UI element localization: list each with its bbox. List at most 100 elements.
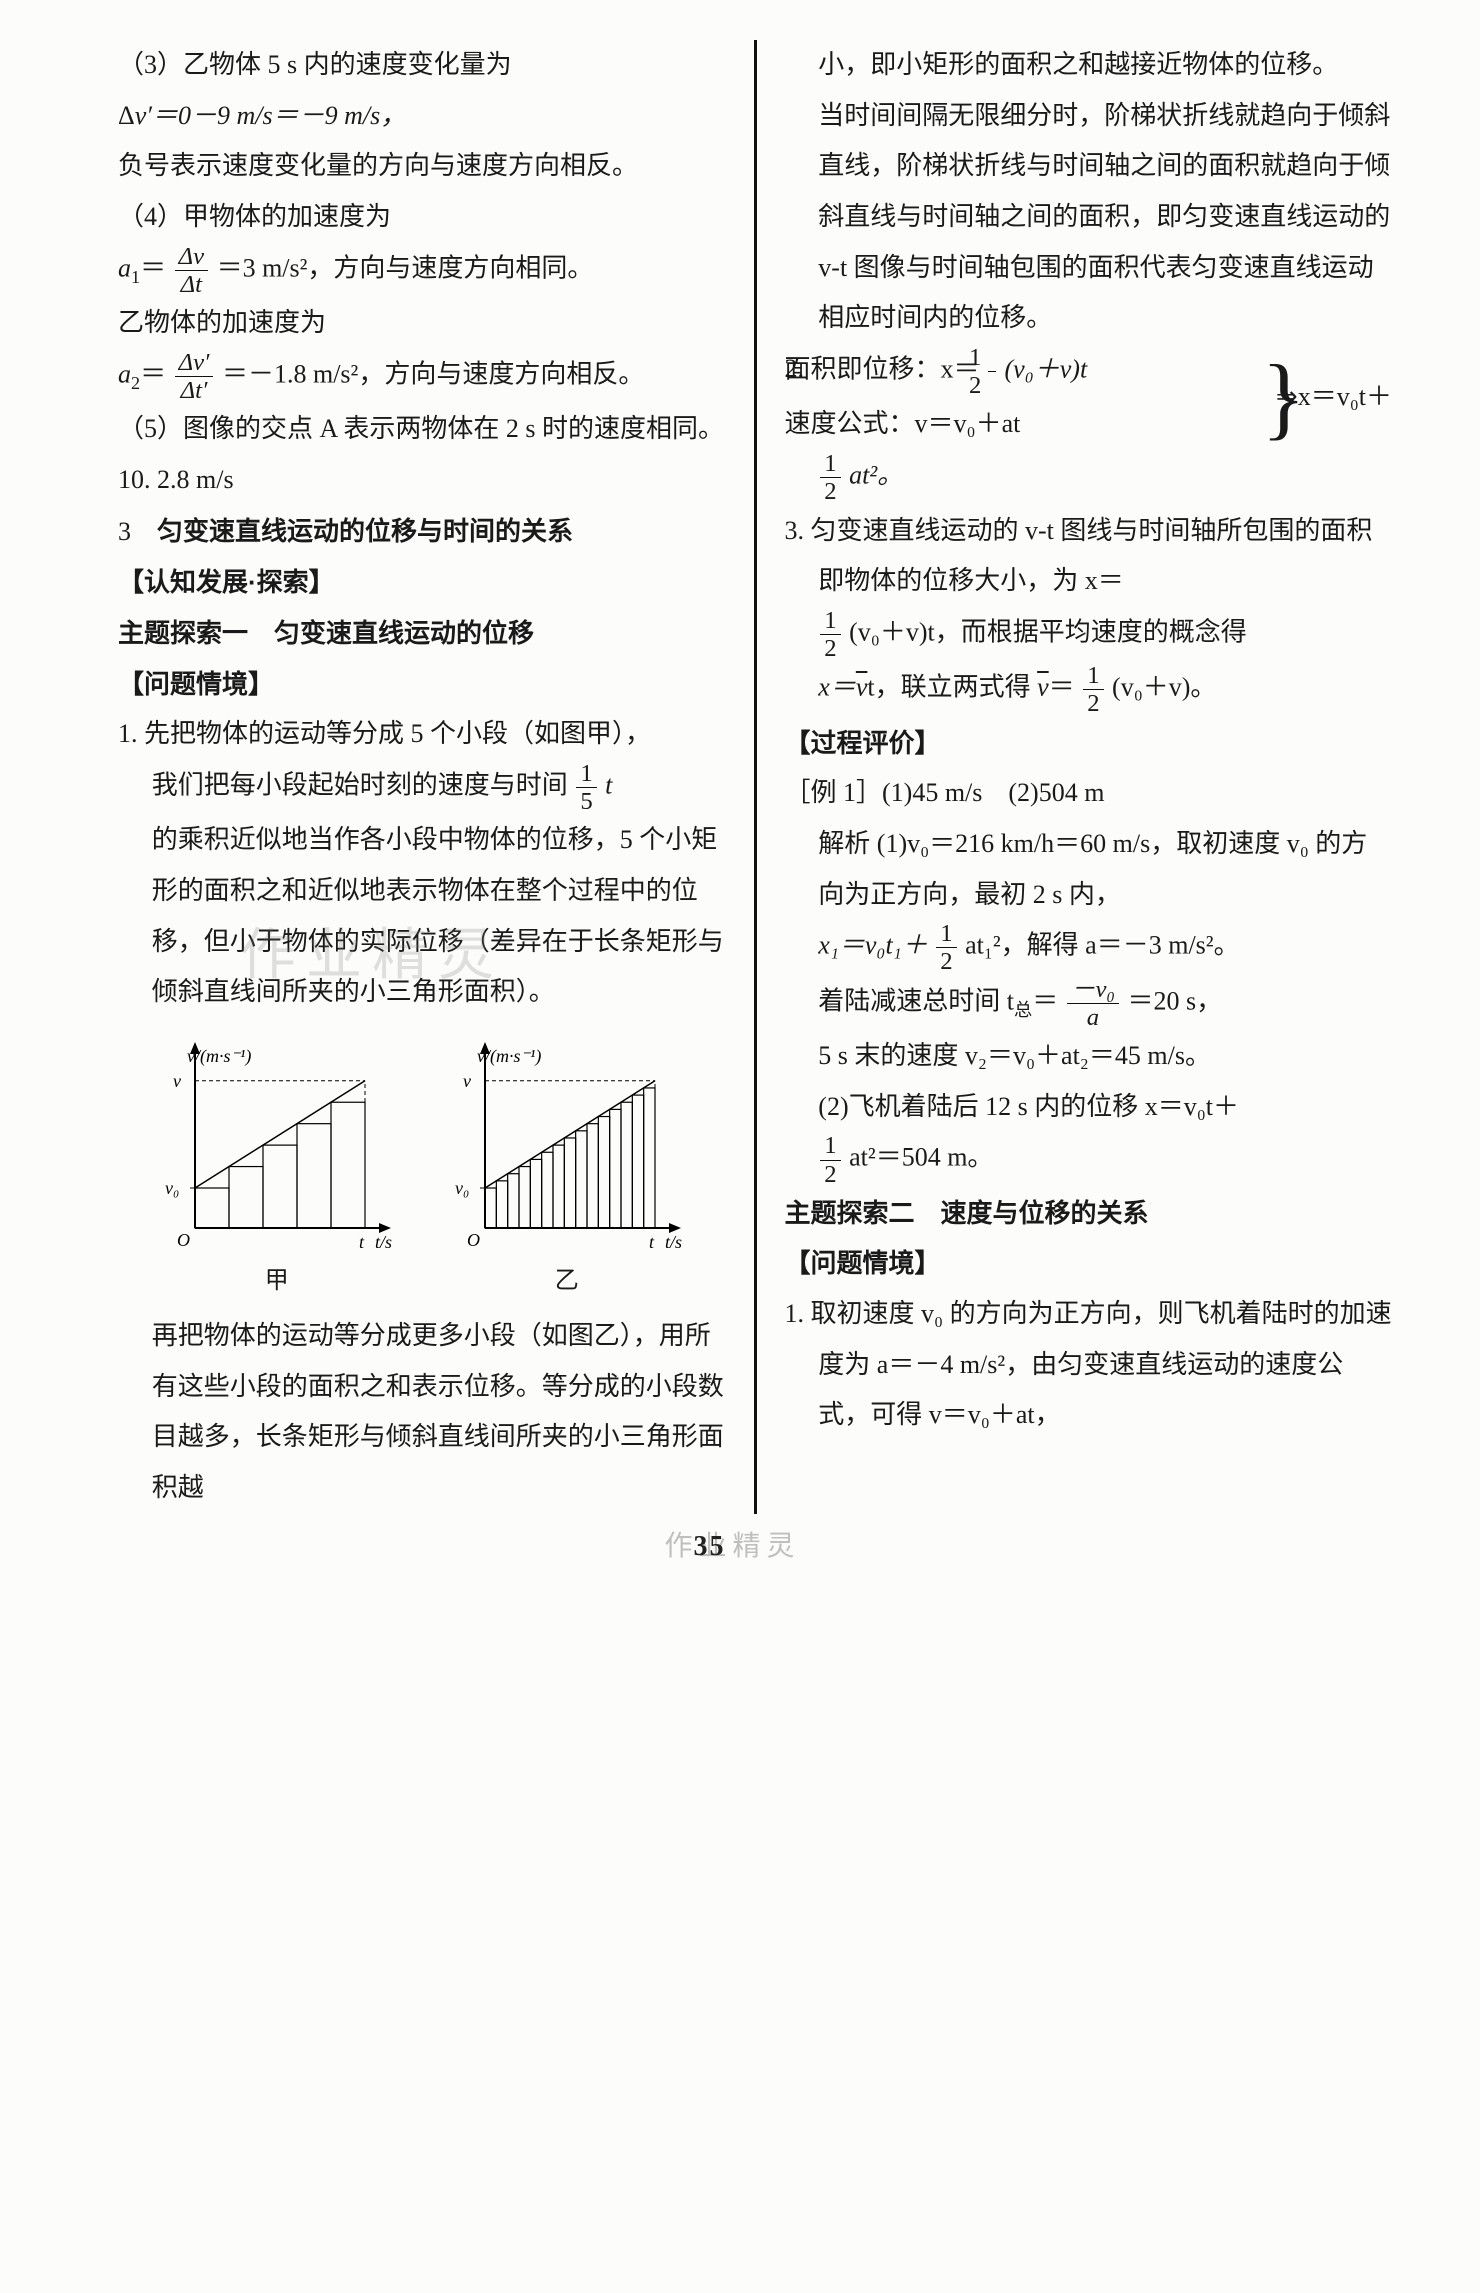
fraction: －v₀a <box>1067 976 1119 1031</box>
numerator: 1 <box>820 450 840 478</box>
eq: ＝ <box>140 359 166 388</box>
denominator: 2 <box>1083 690 1103 717</box>
svg-text:t: t <box>649 1232 655 1252</box>
numerator: 1 <box>576 760 596 788</box>
text: at₁²，解得 a＝－3 m/s²。 <box>965 931 1240 960</box>
answer-line: 10. 2.8 m/s <box>118 455 726 506</box>
var: a <box>118 253 131 282</box>
brace-line: 面积即位移：x＝ 12 (v₀＋v)t <box>818 344 1293 399</box>
svg-text:v₀: v₀ <box>455 1178 469 1198</box>
denominator: a <box>1067 1004 1119 1031</box>
example-answer: ［例 1］(1)45 m/s (2)504 m <box>785 768 1393 819</box>
para: 再把物体的运动等分成更多小段（如图乙），用所有这些小段的面积之和表示位移。等分成… <box>118 1311 726 1514</box>
brace-block: 2. 面积即位移：x＝ 12 (v₀＋v)t 速度公式：v＝v₀＋at } ⇒x… <box>785 344 1393 450</box>
equation: a2＝ Δv′Δt′ ＝－1.8 m/s²，方向与速度方向相反。 <box>118 349 726 404</box>
tail: ＝－1.8 m/s²，方向与速度方向相反。 <box>222 359 644 388</box>
text: (v₀＋v)t，而根据平均速度的概念得 <box>849 618 1247 647</box>
equation: 12 at²＝504 m。 <box>785 1132 1393 1187</box>
equation: 12 (v₀＋v)t，而根据平均速度的概念得 <box>785 607 1393 662</box>
para: 我们把每小段起始时刻的速度与时间 15 t <box>118 760 726 815</box>
tail: ＝3 m/s²，方向与速度方向相同。 <box>217 253 594 282</box>
subheading: 【认知发展·探索】 <box>118 557 726 608</box>
para: 解析 (1)v₀＝216 km/h＝60 m/s，取初速度 v₀ 的方向为正方向… <box>785 819 1393 920</box>
topic-heading: 主题探索一 匀变速直线运动的位移 <box>118 608 726 659</box>
para: 1. 先把物体的运动等分成 5 个小段（如图甲）， <box>118 709 726 760</box>
brace-left-content: 面积即位移：x＝ 12 (v₀＋v)t 速度公式：v＝v₀＋at <box>818 344 1293 450</box>
page-number: 35 <box>694 1531 726 1562</box>
numerator: 1 <box>820 607 840 635</box>
text: (v₀＋v)t <box>1005 355 1088 384</box>
para: 当时间间隔无限细分时，阶梯状折线就趋向于倾斜直线，阶梯状折线与时间轴之间的面积就… <box>785 91 1393 344</box>
fraction: 12 <box>820 607 840 662</box>
numerator: 1 <box>820 1132 840 1160</box>
watermark: 作业精灵 <box>664 1531 800 1562</box>
topic-heading: 主题探索二 速度与位移的关系 <box>785 1188 1393 1239</box>
subscript: 总 <box>1014 999 1032 1019</box>
numerator: Δv <box>175 243 208 271</box>
subheading: 【过程评价】 <box>785 718 1393 769</box>
numerator: 1 <box>936 920 956 948</box>
equation: 12 at²。 <box>785 450 1393 505</box>
fraction: 12 <box>988 344 996 399</box>
right-column: 小，即小矩形的面积之和越接近物体的位移。 当时间间隔无限细分时，阶梯状折线就趋向… <box>757 40 1421 1514</box>
svg-text:v/(m·s⁻¹): v/(m·s⁻¹) <box>187 1046 251 1067</box>
page-footer: 作业精灵 35 <box>90 1524 1420 1564</box>
numerator: Δv′ <box>175 349 214 377</box>
chart-caption: 甲 <box>147 1258 407 1305</box>
eq-text: v′＝0－9 m/s＝－9 m/s， <box>135 101 406 130</box>
chart-caption: 乙 <box>437 1258 697 1305</box>
vbar: v <box>1037 673 1049 702</box>
svg-text:t/s: t/s <box>375 1232 392 1252</box>
equation: 着陆减速总时间 t总＝ －v₀a ＝20 s， <box>785 976 1393 1031</box>
para: 乙物体的加速度为 <box>118 298 726 349</box>
fraction: ΔvΔt <box>175 243 208 298</box>
denominator: 2 <box>820 478 840 505</box>
fraction: 15 <box>576 760 596 815</box>
para: 1. 取初速度 v₀ 的方向为正方向，则飞机着陆时的加速度为 a＝－4 m/s²… <box>785 1289 1393 1441</box>
chart-jia: v/(m·s⁻¹)t/sOv₀vt 甲 <box>147 1028 407 1305</box>
text: 我们把每小段起始时刻的速度与时间 <box>152 771 568 800</box>
text: ＝20 s， <box>1127 986 1222 1015</box>
numerator: 1 <box>1083 662 1103 690</box>
fraction: 12 <box>936 920 956 975</box>
equation: a1＝ ΔvΔt ＝3 m/s²，方向与速度方向相同。 <box>118 243 726 298</box>
svg-text:t: t <box>359 1232 365 1252</box>
svg-text:O: O <box>467 1230 480 1250</box>
bar-chart-yi: v/(m·s⁻¹) t/s Ov₀ v t <box>437 1028 697 1258</box>
denominator: 2 <box>820 1161 840 1188</box>
para: 的乘积近似地当作各小段中物体的位移，5 个小矩形的面积之和近似地表示物体在整个过… <box>118 815 726 1018</box>
brace-line: 速度公式：v＝v₀＋at <box>818 399 1293 450</box>
denominator: Δt <box>175 271 208 298</box>
left-column: （3）乙物体 5 s 内的速度变化量为 Δv′＝0－9 m/s＝－9 m/s， … <box>90 40 754 1514</box>
denominator: 2 <box>820 635 840 662</box>
subheading: 【问题情境】 <box>785 1238 1393 1289</box>
para: 负号表示速度变化量的方向与速度方向相反。 <box>118 141 726 192</box>
text: at²。 <box>849 461 903 490</box>
equation: x＝vt，联立两式得 v＝ 12 (v₀＋v)。 <box>785 662 1393 717</box>
para: （5）图像的交点 A 表示两物体在 2 s 时的速度相同。 <box>118 404 726 455</box>
text: 着陆减速总时间 t <box>818 986 1014 1015</box>
svg-text:v₀: v₀ <box>165 1178 179 1198</box>
eq: ＝ <box>1049 673 1075 702</box>
para: 5 s 末的速度 v₂＝v₀＋at₂＝45 m/s。 <box>785 1031 1393 1082</box>
para: （3）乙物体 5 s 内的速度变化量为 <box>118 40 726 91</box>
svg-text:v: v <box>173 1071 181 1091</box>
equation: (2)飞机着陆后 12 s 内的位移 x＝v₀t＋ <box>785 1082 1393 1133</box>
svg-text:t/s: t/s <box>665 1232 682 1252</box>
subscript: 2 <box>131 373 140 393</box>
heading-text: 匀变速直线运动的位移与时间的关系 <box>157 516 573 546</box>
eq: ＝ <box>140 253 166 282</box>
text: (v₀＋v)。 <box>1112 673 1216 702</box>
subheading: 【问题情境】 <box>118 659 726 710</box>
para: 小，即小矩形的面积之和越接近物体的位移。 <box>785 40 1393 91</box>
delta: Δ <box>118 101 135 130</box>
numerator: 1 <box>988 344 996 372</box>
denominator: 2 <box>936 948 956 975</box>
text: x₁＝v₀t₁＋ <box>818 931 927 960</box>
text: t，联立两式得 <box>867 673 1037 702</box>
denominator: 5 <box>576 788 596 815</box>
text: (2)飞机着陆后 12 s 内的位移 x＝v₀t＋ <box>818 1092 1239 1121</box>
svg-text:v: v <box>463 1071 471 1091</box>
svg-text:v/(m·s⁻¹): v/(m·s⁻¹) <box>477 1046 541 1067</box>
eq: ＝ <box>1032 986 1058 1015</box>
